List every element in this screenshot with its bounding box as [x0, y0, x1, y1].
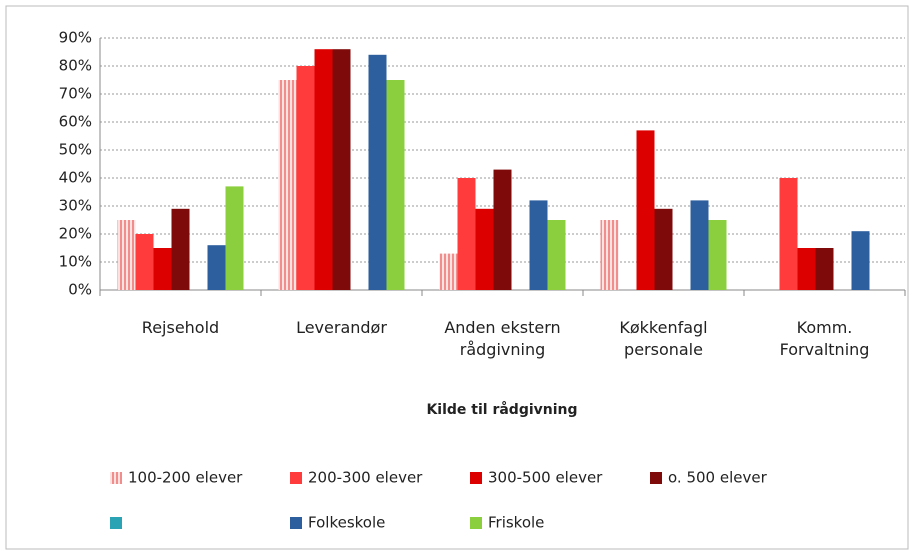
x-tick-label: Rejsehold [141, 318, 220, 337]
y-tick-label: 40% [59, 169, 92, 187]
frame [5, 5, 909, 550]
y-tick-label: 0% [68, 281, 92, 299]
legend-swatch [470, 517, 482, 529]
legend-swatch [290, 472, 302, 484]
legend-label: Friskole [488, 514, 544, 532]
bar [171, 208, 190, 290]
bar [439, 253, 458, 290]
bar [815, 248, 834, 290]
bar [493, 169, 512, 290]
y-tick-label: 60% [59, 113, 92, 131]
bar [654, 208, 673, 290]
bar [708, 220, 727, 290]
x-tick-label: Komm. Forvaltning [779, 318, 870, 359]
legend-swatch [110, 517, 122, 529]
bar [797, 248, 816, 290]
bar [600, 220, 619, 290]
bar [547, 220, 566, 290]
bar [153, 248, 172, 290]
bar [117, 220, 136, 290]
bar [386, 80, 405, 290]
bar [851, 231, 870, 290]
y-tick-label: 50% [59, 141, 92, 159]
legend-label: 200-300 elever [308, 469, 423, 487]
x-axis-title: Kilde til rådgivning [426, 401, 577, 418]
legend-label: Folkeskole [308, 514, 385, 532]
bar [135, 234, 154, 290]
y-tick-label: 70% [59, 85, 92, 103]
x-tick-label: Leverandør [296, 318, 387, 337]
bar [690, 200, 709, 290]
bar [779, 178, 798, 290]
legend-label: 100-200 elever [128, 469, 243, 487]
bar [368, 54, 387, 290]
bar [296, 66, 315, 290]
legend-label: 300-500 elever [488, 469, 603, 487]
y-tick-label: 20% [59, 225, 92, 243]
x-tick-label: Køkkenfagl personale [619, 318, 708, 359]
legend-swatch [470, 472, 482, 484]
legend-swatch [650, 472, 662, 484]
y-tick-label: 10% [59, 253, 92, 271]
bar [457, 178, 476, 290]
bar [332, 49, 351, 291]
legend-swatch [110, 472, 122, 484]
bar [207, 245, 226, 290]
bar [636, 130, 655, 290]
bar [475, 208, 494, 290]
x-tick-label: Anden ekstern rådgivning [444, 318, 561, 359]
bar [529, 200, 548, 290]
bar [314, 49, 333, 291]
y-tick-label: 80% [59, 57, 92, 75]
bar [225, 186, 244, 290]
y-tick-label: 30% [59, 197, 92, 215]
legend-label: o. 500 elever [668, 469, 768, 487]
y-tick-label: 90% [59, 29, 92, 47]
legend-swatch [290, 517, 302, 529]
bar [278, 80, 297, 290]
